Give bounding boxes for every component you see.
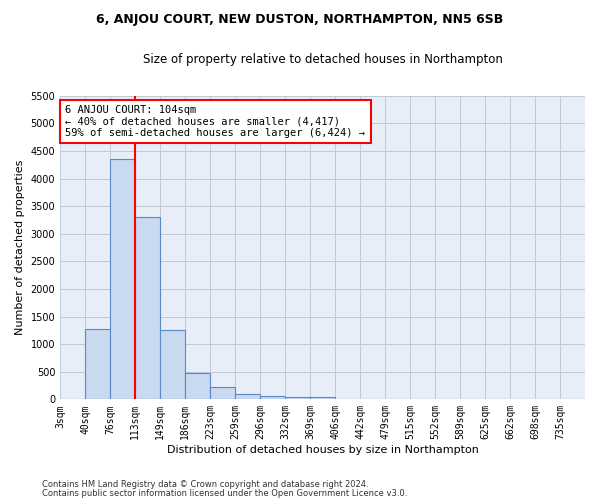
Bar	[260, 396, 285, 400]
X-axis label: Distribution of detached houses by size in Northampton: Distribution of detached houses by size …	[167, 445, 479, 455]
Text: 6, ANJOU COURT, NEW DUSTON, NORTHAMPTON, NN5 6SB: 6, ANJOU COURT, NEW DUSTON, NORTHAMPTON,…	[97, 12, 503, 26]
Bar	[135, 217, 160, 400]
Title: Size of property relative to detached houses in Northampton: Size of property relative to detached ho…	[143, 52, 503, 66]
Bar	[85, 330, 110, 400]
Bar	[185, 373, 210, 400]
Y-axis label: Number of detached properties: Number of detached properties	[15, 160, 25, 336]
Bar	[110, 160, 135, 400]
Bar	[235, 394, 260, 400]
Text: Contains public sector information licensed under the Open Government Licence v3: Contains public sector information licen…	[42, 490, 407, 498]
Text: Contains HM Land Registry data © Crown copyright and database right 2024.: Contains HM Land Registry data © Crown c…	[42, 480, 368, 489]
Text: 6 ANJOU COURT: 104sqm
← 40% of detached houses are smaller (4,417)
59% of semi-d: 6 ANJOU COURT: 104sqm ← 40% of detached …	[65, 105, 365, 138]
Bar	[310, 396, 335, 400]
Bar	[210, 388, 235, 400]
Bar	[285, 396, 310, 400]
Bar	[160, 330, 185, 400]
